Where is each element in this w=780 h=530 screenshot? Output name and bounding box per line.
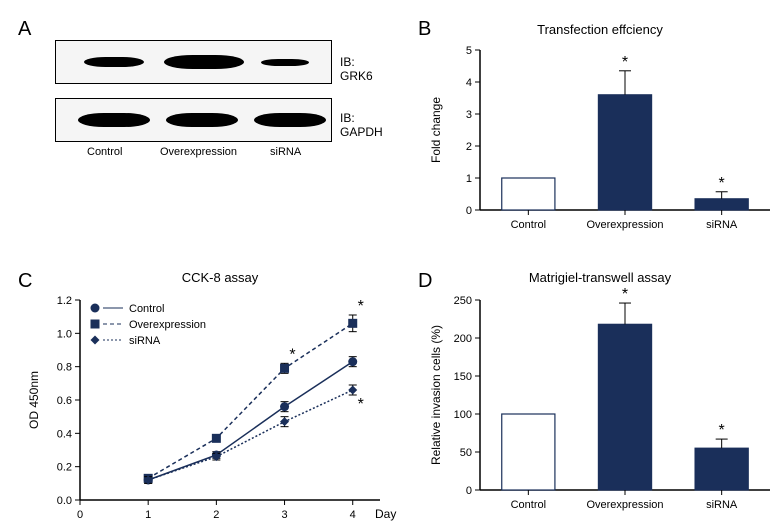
svg-text:siRNA: siRNA [706,219,738,231]
svg-text:0.4: 0.4 [57,428,72,440]
svg-text:1.2: 1.2 [57,295,72,307]
svg-text:200: 200 [454,333,472,345]
svg-text:siRNA: siRNA [129,335,161,347]
svg-text:*: * [719,422,725,439]
svg-text:*: * [719,175,725,192]
svg-text:siRNA: siRNA [706,499,738,511]
svg-text:Fold change: Fold change [429,97,443,163]
svg-text:*: * [622,286,628,303]
bar-chart-invasion: 0 50 100 150 200 250 Relative invasion cells (… [420,280,780,520]
blot-grk6-label: IB: GRK6 [340,55,373,83]
svg-text:0: 0 [466,205,472,217]
svg-text:Control: Control [129,303,164,315]
svg-text:3: 3 [281,509,287,521]
bar-chart-transfection: 0 1 2 3 4 5 Fold change Control * Overexpression *… [420,30,780,240]
blot-gapdh-label: IB: GAPDH [340,111,383,139]
svg-text:50: 50 [460,447,472,459]
svg-text:Control: Control [511,499,546,511]
blot-gapdh [55,98,332,142]
svg-text:0.0: 0.0 [57,495,72,507]
svg-text:150: 150 [454,371,472,383]
svg-text:*: * [289,346,295,363]
svg-text:4: 4 [466,77,472,89]
svg-text:Overexpression: Overexpression [129,319,206,331]
svg-text:0.8: 0.8 [57,362,72,374]
svg-text:Control: Control [511,219,546,231]
western-blot-panel: IB: GRK6 IB: GAPDH Control Overexpressio… [55,40,332,142]
svg-text:*: * [358,298,364,315]
svg-text:OD 450nm: OD 450nm [27,371,41,429]
figure: A IB: GRK6 IB: GAPDH Control Overexpress… [0,0,780,528]
svg-text:0: 0 [77,509,83,521]
svg-text:250: 250 [454,295,472,307]
lane-label-overexpression: Overexpression [160,146,237,158]
svg-text:*: * [358,396,364,413]
svg-text:0.2: 0.2 [57,462,72,474]
svg-text:Overexpression: Overexpression [586,219,663,231]
svg-text:2: 2 [466,141,472,153]
line-chart-cck8: 0.0 0.2 0.4 0.6 0.8 1.0 1.2 0 1 2 3 4 OD 450nm Day * * *… [20,280,400,530]
svg-text:*: * [622,54,628,71]
svg-text:100: 100 [454,409,472,421]
lane-label-control: Control [87,146,122,158]
svg-text:Relative invasion cells (%): Relative invasion cells (%) [429,325,443,465]
svg-text:3: 3 [466,109,472,121]
svg-text:Overexpression: Overexpression [586,499,663,511]
svg-text:1: 1 [466,173,472,185]
blot-grk6 [55,40,332,84]
svg-text:2: 2 [213,509,219,521]
svg-text:4: 4 [350,509,356,521]
svg-text:1.0: 1.0 [57,328,72,340]
svg-text:Day: Day [375,507,396,521]
svg-text:5: 5 [466,45,472,57]
lane-label-sirna: siRNA [270,146,301,158]
svg-text:1: 1 [145,509,151,521]
svg-text:0: 0 [466,485,472,497]
panel-a-label: A [18,18,31,41]
svg-text:0.6: 0.6 [57,395,72,407]
